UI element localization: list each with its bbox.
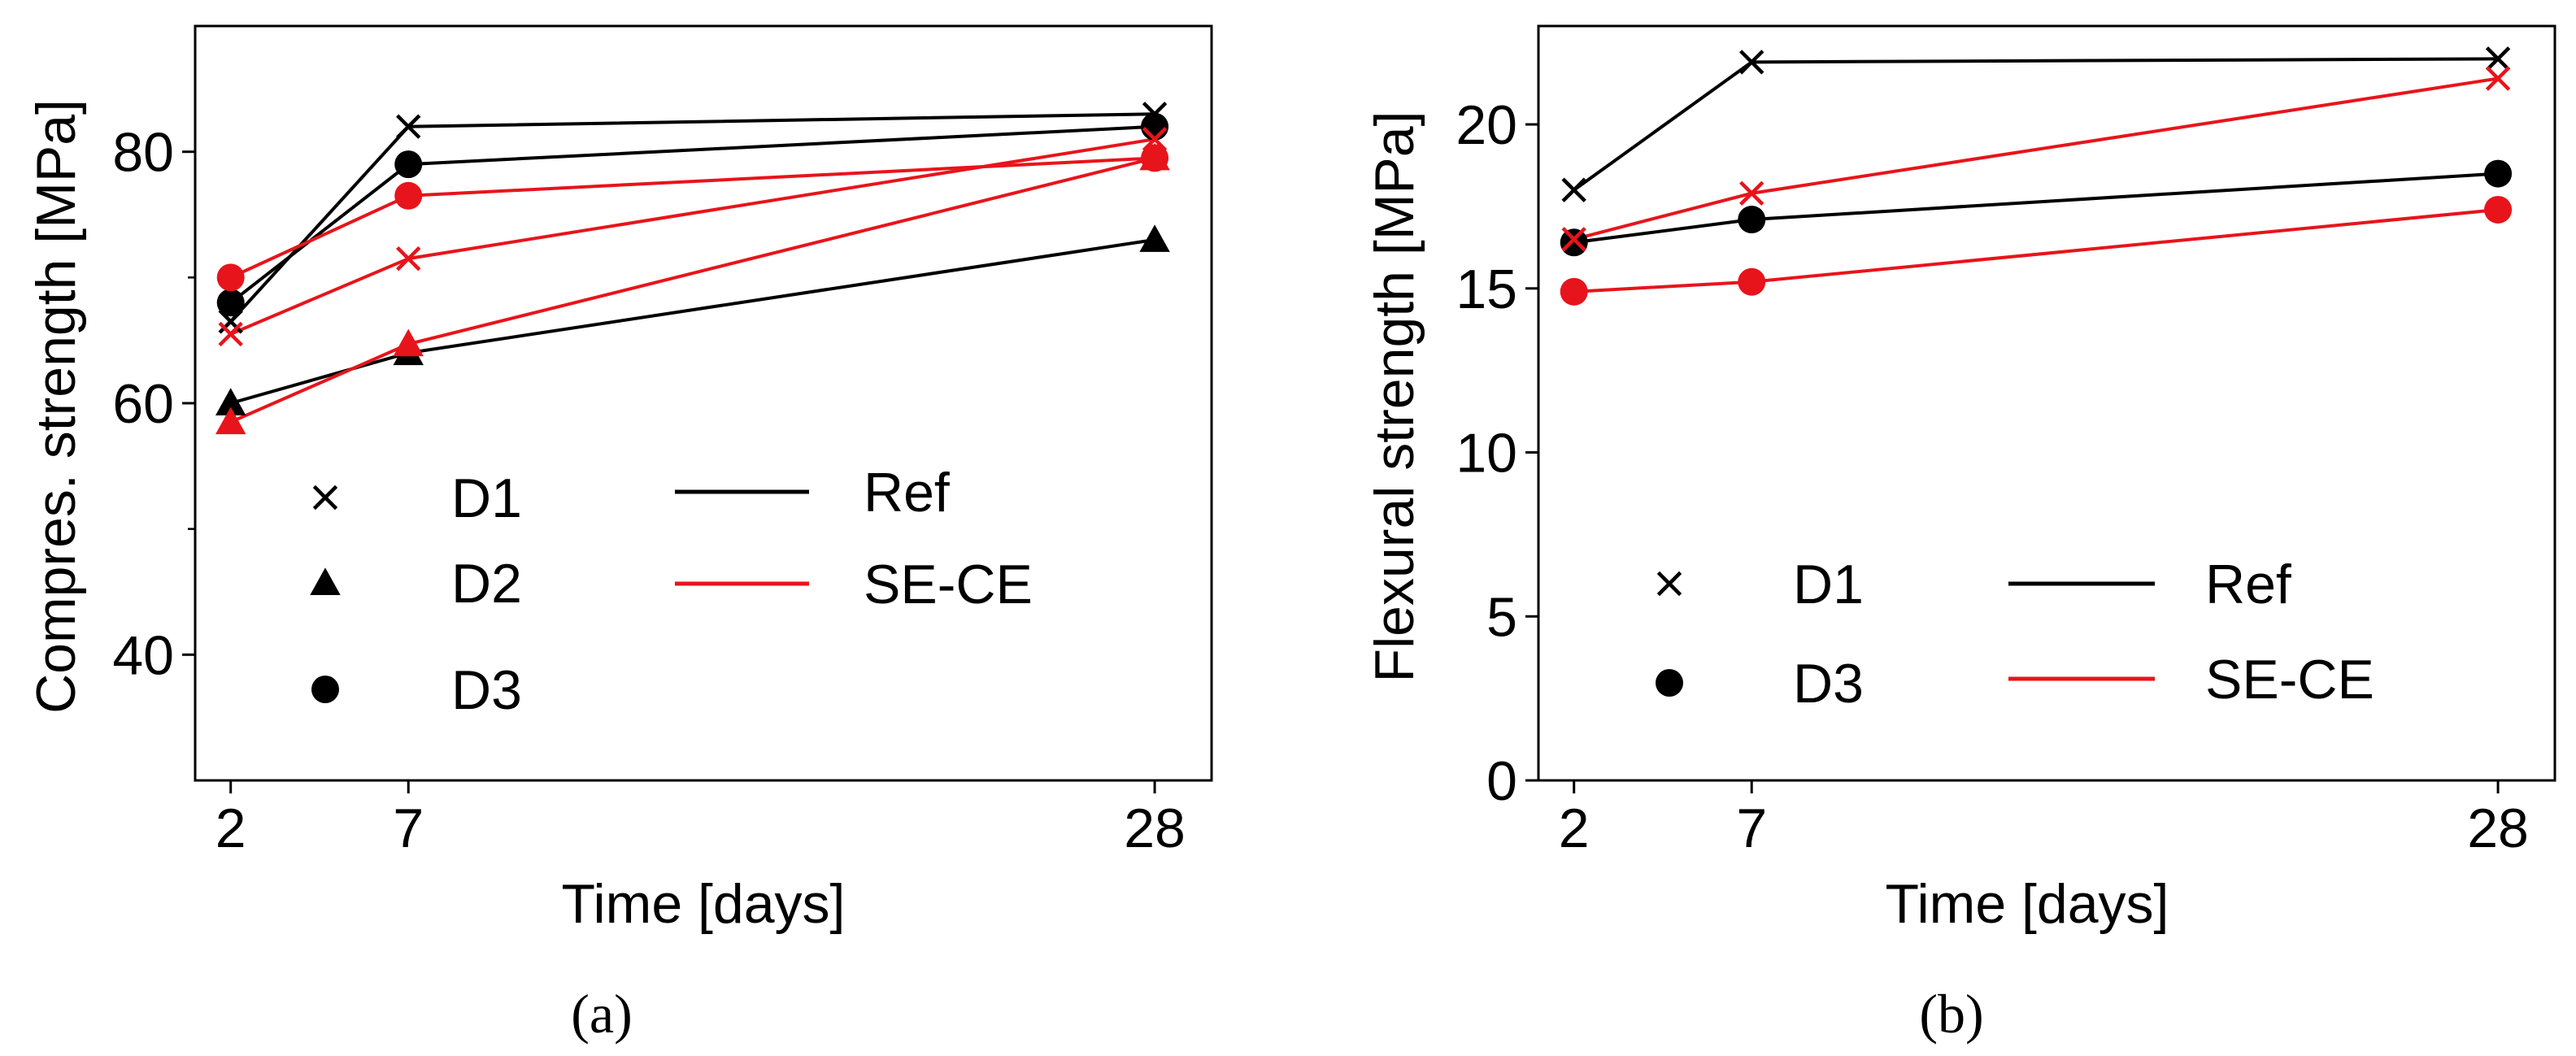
legend-marker-a <box>311 676 339 703</box>
data-point-b-3 <box>1560 277 1588 306</box>
legend-label-a: D1 <box>451 467 522 529</box>
x-tick-label-a: 28 <box>1124 797 1186 859</box>
data-point-b-0 <box>2485 46 2511 72</box>
legend-line-label-b: Ref <box>2205 554 2291 615</box>
legend-label-a: D2 <box>451 553 522 615</box>
series-line-a-4 <box>229 156 1155 424</box>
data-point-a-1 <box>215 388 246 415</box>
series-line-b-3 <box>1573 207 2499 293</box>
data-point-b-0-stroke-2 <box>1561 177 1586 202</box>
data-point-b-0-stroke-2 <box>1739 50 1764 75</box>
data-point-a-3-stroke-2 <box>396 246 421 272</box>
y-tick-label-a: 40 <box>112 624 174 686</box>
legend-marker-a-stroke-2 <box>312 485 338 511</box>
legend-line-label-a: Ref <box>864 462 950 524</box>
data-point-a-4 <box>393 328 424 357</box>
legend-marker-a <box>310 567 341 595</box>
y-axis-label-a: Compres. strength [MPa] <box>25 99 87 714</box>
data-point-a-0 <box>396 114 421 139</box>
data-point-a-3-stroke-2 <box>218 321 243 347</box>
data-point-b-0 <box>1561 177 1586 202</box>
y-tick-label-a: 80 <box>112 122 174 184</box>
series-line-a-0 <box>229 112 1155 323</box>
data-point-b-2-stroke-2 <box>1739 180 1764 206</box>
x-tick-label-b: 28 <box>2467 797 2529 859</box>
series-line-b-0 <box>1573 57 2499 192</box>
data-point-a-4 <box>215 406 246 435</box>
x-axis-label-a: Time [days] <box>562 873 846 935</box>
data-point-b-2 <box>1739 180 1764 206</box>
x-axis-label-b: Time [days] <box>1886 873 2169 935</box>
data-point-a-0-stroke-2 <box>396 114 421 139</box>
data-point-b-2 <box>2485 66 2511 91</box>
legend-marker-b-stroke-2 <box>1656 571 1682 597</box>
y-tick-label-b: 5 <box>1486 586 1517 648</box>
plot-frame-b <box>1537 24 2556 782</box>
legend-marker-b <box>1656 669 1683 697</box>
x-tick-label-b: 2 <box>1559 797 1590 859</box>
data-point-b-1 <box>1738 206 1766 234</box>
legend-line-label-a: SE-CE <box>864 554 1033 615</box>
plot-frame-a <box>194 24 1213 782</box>
legend-label-b: D3 <box>1793 653 1864 715</box>
data-point-b-2 <box>1561 227 1586 252</box>
data-point-a-2 <box>1141 112 1169 141</box>
y-tick-label-b: 15 <box>1456 259 1517 320</box>
y-tick-label-b: 20 <box>1456 94 1517 156</box>
legend-label-a: D3 <box>451 659 522 721</box>
data-point-a-3 <box>218 321 243 347</box>
data-point-a-5 <box>394 181 423 210</box>
y-tick-label-b: 10 <box>1456 423 1517 485</box>
chart-panel-a: Compres. strength [MPa] Time [days] (a) … <box>25 24 1213 1045</box>
data-point-a-2 <box>216 289 245 317</box>
data-point-a-3 <box>396 246 421 272</box>
legend-marker-a <box>312 485 338 511</box>
data-point-b-1 <box>2484 159 2513 188</box>
panel-label-a: (a) <box>571 983 632 1045</box>
y-tick-label-a: 60 <box>112 373 174 435</box>
data-point-b-1 <box>1560 228 1588 257</box>
data-point-b-2-stroke-2 <box>1561 227 1586 252</box>
data-point-b-3 <box>1738 267 1766 296</box>
y-tick-label-b: 0 <box>1486 750 1517 812</box>
data-point-a-2 <box>394 150 423 179</box>
series-line-b-1 <box>1573 172 2499 245</box>
data-point-b-0 <box>1739 50 1764 75</box>
legend-label-b: D1 <box>1793 554 1864 615</box>
panel-label-b: (b) <box>1919 983 1983 1045</box>
x-tick-label-a: 7 <box>393 797 424 859</box>
data-point-a-5 <box>216 263 245 292</box>
data-point-b-3 <box>2484 195 2513 224</box>
legend-marker-b <box>1656 571 1682 597</box>
data-point-b-2-stroke-2 <box>2485 66 2511 91</box>
x-tick-label-a: 2 <box>215 797 246 859</box>
series-line-a-1 <box>230 237 1155 405</box>
data-point-a-5 <box>1141 144 1169 172</box>
y-axis-label-b: Flexural strength [MPa] <box>1364 111 1425 683</box>
data-point-b-0-stroke-2 <box>2485 46 2511 72</box>
chart-panel-b: Flexural strength [MPa] Time [days] (b) … <box>1364 24 2556 1045</box>
series-line-b-2 <box>1573 76 2499 241</box>
data-point-a-1 <box>1139 224 1170 252</box>
legend-line-label-b: SE-CE <box>2205 649 2374 711</box>
x-tick-label-b: 7 <box>1736 797 1767 859</box>
